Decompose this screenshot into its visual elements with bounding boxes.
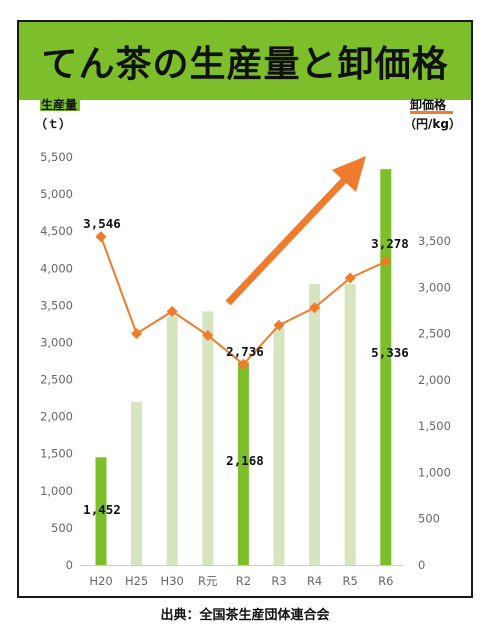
left-axis-label-highlight <box>40 98 80 111</box>
price-value-label: 3,278 <box>371 236 409 251</box>
trend-arrow-shaft <box>225 173 351 306</box>
x-tick-label: H25 <box>125 574 148 588</box>
x-tick-label: R2 <box>236 574 251 588</box>
left-tick-label: 1,000 <box>40 484 73 498</box>
x-tick-label: R3 <box>271 574 286 588</box>
x-tick-label: R5 <box>343 574 358 588</box>
price-marker-R元 <box>202 329 214 341</box>
right-tick-label: 2,000 <box>418 373 451 387</box>
title-bar: てん茶の生産量と卸価格 <box>19 22 471 100</box>
left-tick-label: 4,500 <box>40 224 73 238</box>
price-marker-R6 <box>380 256 392 268</box>
left-tick-label: 3,000 <box>40 335 73 349</box>
right-tick-label: 500 <box>418 512 440 526</box>
price-marker-H30 <box>166 305 178 317</box>
left-tick-label: 1,500 <box>40 447 73 461</box>
price-marker-R2 <box>237 358 249 370</box>
right-tick-label: 1,000 <box>418 465 451 479</box>
left-tick-label: 0 <box>66 558 73 572</box>
right-tick-label: 0 <box>418 558 425 572</box>
source-note: 出典：全国茶生産団体連合会 <box>160 608 330 623</box>
price-marker-H20 <box>95 231 107 243</box>
price-value-label: 3,546 <box>83 216 121 231</box>
bar-value-label: 1,452 <box>83 502 121 517</box>
left-tick-label: 2,000 <box>40 410 73 424</box>
x-tick-label: R6 <box>378 574 393 588</box>
price-marker-R3 <box>273 319 285 331</box>
bar-R6 <box>380 169 392 565</box>
left-tick-label: 3,500 <box>40 298 73 312</box>
right-tick-label: 3,500 <box>418 234 451 248</box>
right-tick-label: 1,500 <box>418 419 451 433</box>
price-marker-R5 <box>344 272 356 284</box>
x-tick-label: H30 <box>161 574 184 588</box>
trend-arrow-head <box>332 156 366 192</box>
bar-R5 <box>344 283 356 565</box>
x-tick-label: R4 <box>307 574 322 588</box>
bar-H25 <box>131 401 143 565</box>
left-tick-label: 500 <box>51 521 73 535</box>
bar-R2 <box>237 362 249 565</box>
left-axis-unit: （ｔ） <box>35 116 71 131</box>
left-tick-label: 5,000 <box>40 187 73 201</box>
bar-H30 <box>166 316 178 565</box>
price-value-label: 2,168 <box>226 453 264 468</box>
left-tick-label: 2,500 <box>40 373 73 387</box>
bar-H20 <box>95 457 107 565</box>
x-tick-label: H20 <box>89 574 112 588</box>
left-tick-label: 4,000 <box>40 261 73 275</box>
bar-value-label: 2,736 <box>226 344 264 359</box>
x-tick-label: R元 <box>198 574 218 588</box>
bar-R元 <box>202 311 214 565</box>
right-tick-label: 2,500 <box>418 327 451 341</box>
price-marker-R4 <box>309 302 321 314</box>
bar-R3 <box>273 327 285 565</box>
bar-value-label: 5,336 <box>371 345 409 360</box>
right-axis-label-underline <box>410 111 453 114</box>
chart-title: てん茶の生産量と卸価格 <box>41 44 449 85</box>
right-tick-label: 3,000 <box>418 280 451 294</box>
right-axis-unit: （円/kg） <box>404 116 461 131</box>
left-axis-label: 生産量 <box>41 97 77 112</box>
bar-R4 <box>309 283 321 565</box>
price-marker-H25 <box>131 328 143 340</box>
left-tick-label: 5,500 <box>40 150 73 164</box>
right-axis-label: 卸価格 <box>410 97 447 112</box>
